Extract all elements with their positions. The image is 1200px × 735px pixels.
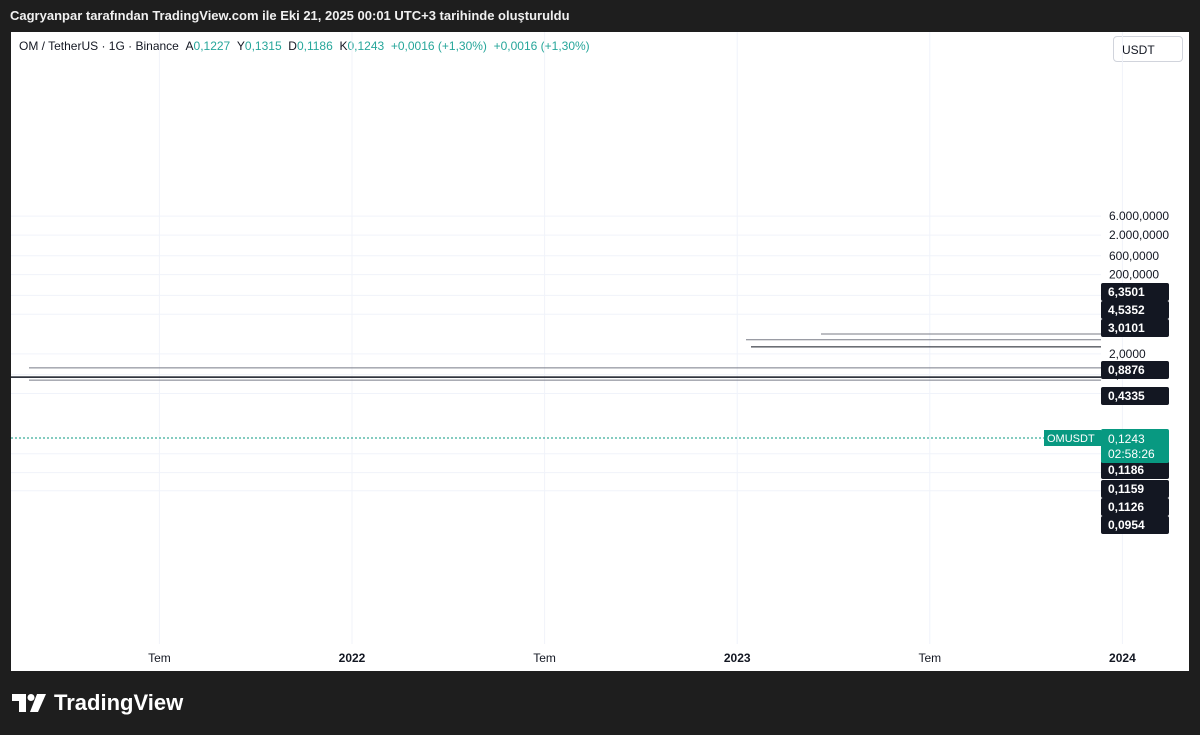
- x-tick-label: 2024: [1109, 651, 1136, 665]
- chart-attribution: Cagryanpar tarafından TradingView.com il…: [10, 8, 570, 23]
- tradingview-logo[interactable]: TradingView: [12, 690, 183, 716]
- low-label: D: [288, 39, 297, 53]
- x-tick-label: Tem: [918, 651, 941, 665]
- svg-text:0,1243: 0,1243: [1108, 432, 1145, 446]
- svg-text:02:58:26: 02:58:26: [1108, 447, 1155, 461]
- y-tick-label: 2,0000: [1109, 347, 1146, 361]
- symbol-name[interactable]: OM / TetherUS · 1G · Binance: [19, 39, 179, 53]
- currency-selector-button[interactable]: USDT: [1113, 36, 1183, 62]
- level-lines: [11, 333, 1101, 439]
- svg-text:0,4335: 0,4335: [1108, 389, 1145, 403]
- open-label: A: [185, 39, 194, 53]
- svg-text:0,1159: 0,1159: [1108, 482, 1144, 496]
- y-tick-label: 6.000,0000: [1109, 209, 1169, 223]
- x-tick-label: 2022: [339, 651, 366, 665]
- price-chart[interactable]: 6.000,00002.000,0000600,0000200,000060,0…: [11, 32, 1189, 671]
- x-tick-label: Tem: [148, 651, 171, 665]
- svg-text:0,0954: 0,0954: [1108, 518, 1145, 532]
- level-tag: 0,1186: [1101, 461, 1169, 479]
- price-level-tags: 6,3501 4,5352 3,0101 0,8876 0,4335 0,1186 0,11…: [1044, 283, 1169, 534]
- y-tick-label: 600,0000: [1109, 249, 1159, 263]
- symbol-legend: OM / TetherUS · 1G · Binance A0,1227 Y0,…: [19, 39, 590, 53]
- brand-name: TradingView: [54, 690, 184, 715]
- open-value: 0,1227: [193, 39, 231, 53]
- svg-text:4,5352: 4,5352: [1108, 303, 1145, 317]
- x-tick-label: 2023: [724, 651, 751, 665]
- y-tick-label: 2.000,0000: [1109, 228, 1169, 242]
- level-tag: 6,3501: [1101, 283, 1169, 301]
- change-value: +0,0016 (+1,30%): [390, 39, 487, 53]
- close-label: K: [339, 39, 348, 53]
- chart-grid: [11, 32, 1123, 644]
- svg-text:6,3501: 6,3501: [1108, 285, 1145, 299]
- svg-text:0,1186: 0,1186: [1108, 463, 1144, 477]
- svg-text:0,8876: 0,8876: [1108, 363, 1145, 377]
- high-value: 0,1315: [244, 39, 282, 53]
- svg-text:3,0101: 3,0101: [1108, 321, 1145, 335]
- level-tag: 0,0954: [1101, 516, 1169, 534]
- y-tick-label: 200,0000: [1109, 268, 1159, 282]
- chart-panel[interactable]: OM / TetherUS · 1G · Binance A0,1227 Y0,…: [11, 32, 1189, 671]
- close-value: 0,1243: [347, 39, 385, 53]
- level-tag: 3,0101: [1101, 319, 1169, 337]
- level-tag: 0,4335: [1101, 387, 1169, 405]
- level-tag: 4,5352: [1101, 301, 1169, 319]
- svg-text:0,1126: 0,1126: [1108, 500, 1144, 514]
- time-axis: Tem2022Tem2023Tem2024Tem2025Tem2026Tem: [148, 651, 1136, 665]
- change-percent: +0,0016 (+1,30%): [493, 39, 590, 53]
- level-tag: 0,1126: [1101, 498, 1169, 516]
- tradingview-icon: [12, 694, 46, 712]
- x-tick-label: Tem: [533, 651, 556, 665]
- high-label: Y: [236, 39, 245, 53]
- svg-text:OMUSDT: OMUSDT: [1047, 433, 1095, 445]
- level-tag: 0,1159: [1101, 480, 1169, 498]
- low-value: 0,1186: [296, 39, 333, 53]
- level-tag: 0,8876: [1101, 361, 1169, 379]
